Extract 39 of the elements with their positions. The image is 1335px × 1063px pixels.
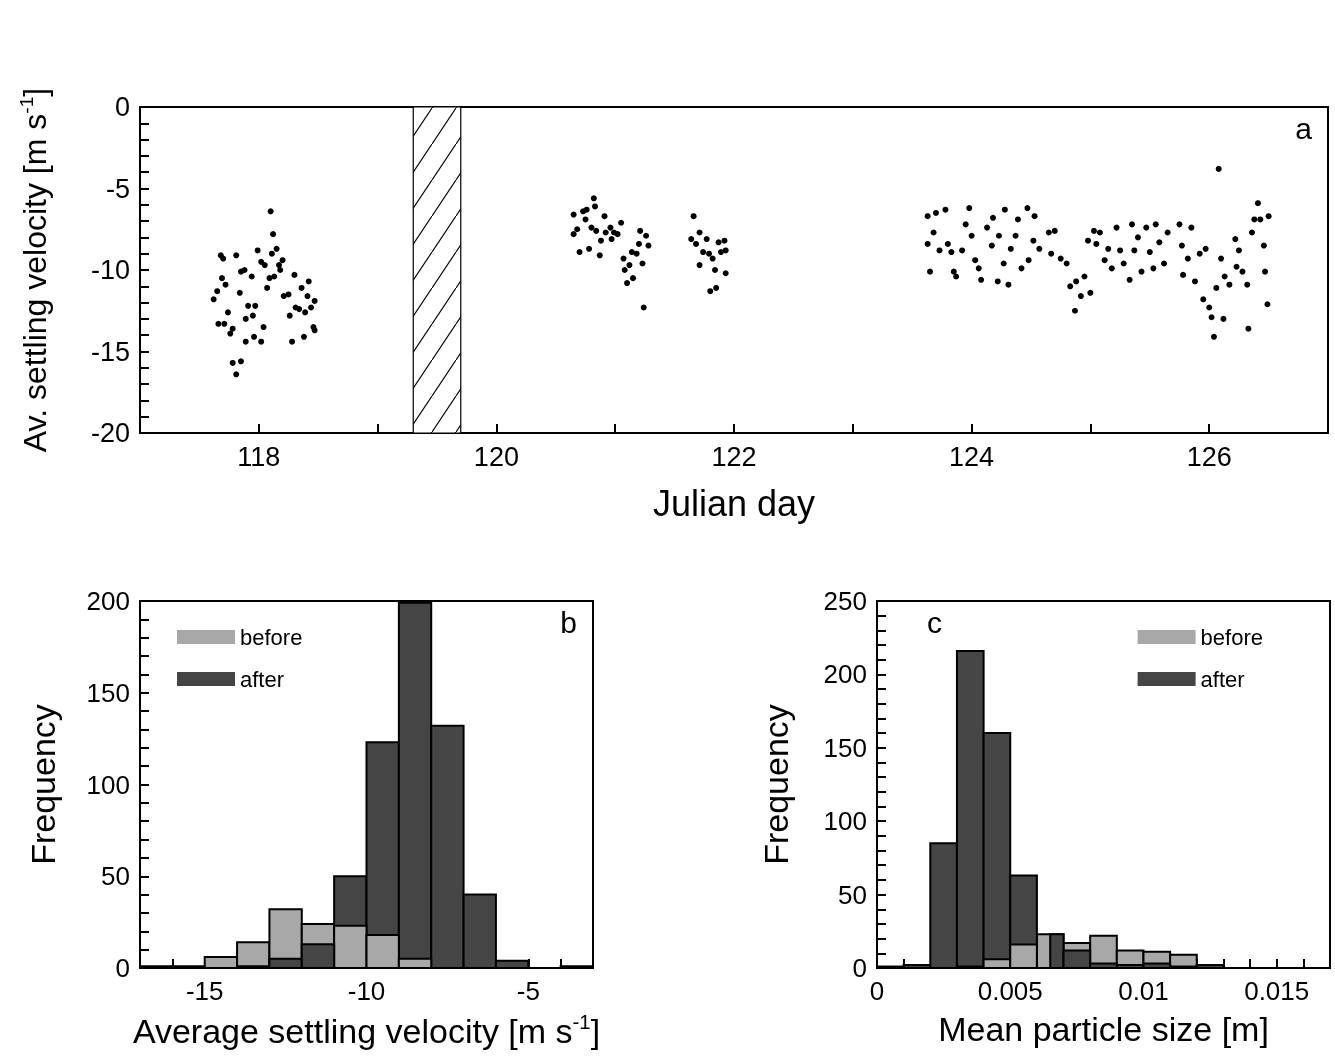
x-axis-title: Mean particle size [m] [938,1010,1269,1048]
legend-label: after [240,666,285,692]
y-tick-label: -10 [90,255,130,285]
x-tick-label: -5 [516,976,540,1006]
x-tick-label: 126 [1186,441,1232,472]
x-axis-title: Julian day [652,482,816,524]
y-tick-label: 50 [101,861,130,892]
legend-label: before [1200,624,1264,650]
y-tick-label: 250 [823,586,867,616]
y-tick-label: -20 [90,418,130,448]
y-tick-label: 50 [838,879,867,910]
x-tick-label: 0.005 [977,976,1043,1006]
y-tick-label: 150 [86,677,130,708]
y-tick-label: -5 [105,173,130,204]
y-tick-label: 0 [115,953,130,983]
y-tick-label: 100 [86,769,130,800]
y-tick-label: 0 [114,92,130,122]
y-tick-label: -15 [90,336,130,367]
annotation: b [560,605,577,639]
legend-label: after [1200,666,1245,692]
y-tick-label: 200 [823,659,867,690]
x-tick-label: 0.01 [1118,976,1169,1006]
y-axis-title: Frequency [24,704,62,865]
x-tick-label: 120 [473,441,519,472]
x-tick-label: 0.015 [1244,976,1310,1006]
x-tick-label: 122 [711,441,757,472]
annotation: a [1295,111,1313,145]
x-tick-label: 118 [237,441,281,472]
y-axis-title: Frequency [757,704,795,865]
annotation: c [927,605,942,639]
x-tick-label: 124 [949,441,995,472]
legend-label: before [240,624,303,650]
y-tick-label: 0 [852,953,867,983]
x-tick-label: -10 [347,976,386,1006]
y-tick-label: 100 [823,806,867,837]
y-tick-label: 150 [823,732,867,763]
x-tick-label: -15 [185,976,224,1006]
y-tick-label: 200 [86,586,130,616]
y-axis-title: Av. settling velocity [m s-1] [16,87,53,453]
